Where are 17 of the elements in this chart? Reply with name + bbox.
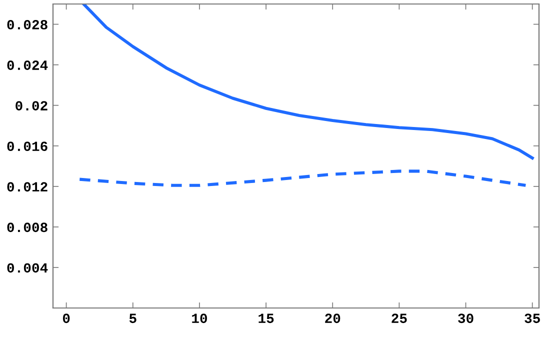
y-tick-label: 0.016 [7,142,48,152]
y-tick-label: 0.004 [7,263,48,273]
y-tick-label: 0.028 [7,20,48,30]
y-tick-label: 0.008 [7,222,48,232]
line-series [78,170,528,187]
x-tick-label: 10 [192,314,207,324]
x-tick-label: 0 [62,314,70,324]
x-tick-label: 25 [392,314,407,324]
y-tick-label: 0.012 [7,182,48,192]
x-tick-label: 35 [524,314,540,324]
line-series [82,4,534,160]
x-tick-label: 20 [325,314,340,324]
y-tick-label: 0.024 [7,60,48,70]
y-tick-label: 0.02 [16,101,48,111]
x-tick-label: 15 [258,314,274,324]
x-tick-label: 30 [458,314,474,324]
x-tick-label: 5 [129,314,136,324]
